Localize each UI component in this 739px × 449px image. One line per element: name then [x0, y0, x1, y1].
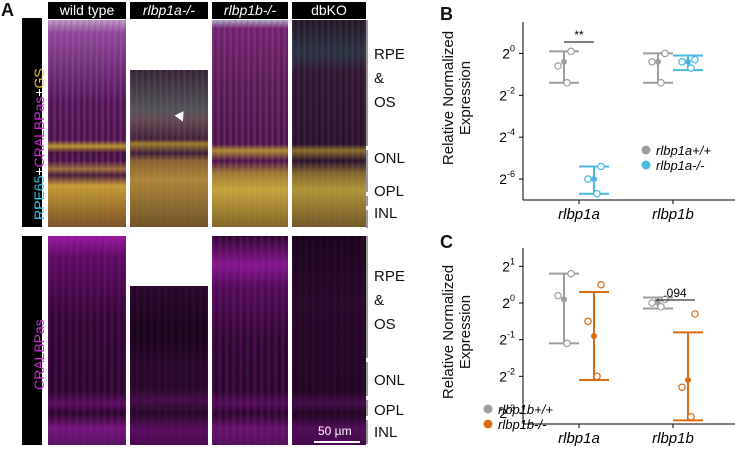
replicate-point	[678, 383, 686, 392]
replicate-point	[554, 62, 562, 70]
layer-onl-top: ONL	[374, 150, 405, 167]
column-label-rlbp1b-ko: rlbp1b-/-	[212, 2, 288, 19]
replicate-point	[648, 57, 656, 66]
x-tick-label-rlbp1b: rlbp1b	[652, 206, 694, 223]
y-tick-label: 21	[502, 256, 515, 274]
micrograph-wt-merged	[48, 20, 126, 227]
mean-point	[685, 377, 691, 383]
layer-os-top: OS	[374, 94, 396, 111]
x-tick-label-rlbp1a: rlbp1a	[558, 430, 600, 447]
significance-label: .094	[663, 286, 687, 300]
layer-os-bottom: OS	[374, 316, 396, 333]
layer-onl-bottom: ONL	[374, 372, 405, 389]
scale-bar	[314, 441, 360, 443]
micrograph-dbko-cralbp	[292, 236, 366, 445]
column-label-dbko: dbKO	[292, 2, 366, 19]
panel-c-letter: C	[440, 232, 453, 252]
micrograph-rlbp1a-cralbp	[130, 286, 208, 445]
replicate-point	[687, 412, 695, 421]
replicate-point	[648, 299, 656, 307]
micrograph-wt-cralbp	[48, 236, 126, 445]
layer-inl-bottom: INL	[374, 424, 398, 441]
replicate-point	[691, 310, 699, 318]
layer-brackets	[366, 20, 368, 444]
panel-c-ylabel: Relative Normalized Expression	[440, 264, 474, 400]
y-tick-label: 2-3	[499, 403, 515, 421]
y-tick-label: 2-4	[499, 127, 515, 145]
mean-point	[561, 58, 567, 65]
replicate-point	[554, 291, 562, 300]
legend-marker	[641, 145, 651, 155]
panel-b-ylabel: Relative Normalized Expression	[440, 30, 474, 166]
y-tick-label: 2-2	[499, 366, 515, 384]
replicate-point	[567, 47, 575, 56]
top-stain-label	[22, 18, 42, 227]
replicate-point	[597, 162, 605, 171]
mean-point	[591, 176, 597, 183]
chart-c: 21 20 2-1 2-2 2-3 rlbp1a rlbp1b .094 rlbp1b+/+rl…	[483, 248, 735, 447]
layer-amp-bottom: &	[374, 292, 385, 309]
replicate-point	[563, 78, 571, 87]
column-label-wild-type: wild type	[48, 2, 126, 19]
bottom-stain-label	[22, 236, 42, 445]
replicate-point	[584, 317, 592, 326]
legend-label: rlbp1b+/+	[498, 402, 553, 417]
legend-label: rlbp1a-/-	[656, 158, 705, 173]
micrograph-rlbp1a-merged	[130, 70, 208, 227]
replicate-point	[687, 64, 695, 72]
panel-b-letter: B	[440, 4, 453, 24]
bottom-stain-label-text: CRALBPas	[31, 319, 47, 390]
legend-label: rlbp1b-/-	[498, 417, 547, 432]
scale-bar-label: 50 µm	[318, 424, 352, 438]
mean-point	[655, 58, 661, 65]
top-stain-label-text: RPE65+CRALBPas+GS	[31, 68, 47, 220]
replicate-point	[593, 372, 601, 381]
replicate-point	[661, 49, 669, 58]
x-tick-label-rlbp1b: rlbp1b	[652, 430, 694, 447]
layer-opl-top: OPL	[374, 183, 405, 200]
legend-label: rlbp1a+/+	[656, 143, 711, 158]
significance-label: **	[574, 28, 584, 42]
replicate-point	[657, 78, 665, 87]
mean-point	[685, 58, 691, 65]
micrograph-dbko-merged	[292, 20, 366, 227]
replicate-point	[567, 269, 575, 278]
x-tick-label-rlbp1a: rlbp1a	[558, 206, 600, 223]
mean-point	[591, 333, 597, 339]
legend-marker	[641, 160, 651, 170]
y-tick-label: 2-2	[499, 85, 515, 103]
replicate-point	[593, 189, 601, 198]
layer-rpe-top: RPE	[374, 46, 405, 63]
legend-marker	[483, 419, 493, 429]
layer-opl-bottom: OPL	[374, 402, 405, 419]
micrograph-rlbp1b-merged	[212, 20, 288, 227]
legend-marker	[483, 404, 493, 414]
replicate-point	[661, 295, 669, 304]
micrograph-rlbp1b-cralbp	[212, 236, 288, 445]
y-tick-label: 20	[502, 293, 515, 311]
y-tick-label: 2-1	[499, 330, 515, 348]
column-label-rlbp1a-ko: rlbp1a-/-	[130, 2, 208, 19]
replicate-point	[691, 55, 699, 64]
y-tick-label: 2-6	[499, 169, 515, 187]
layer-rpe-bottom: RPE	[374, 268, 405, 285]
mean-point	[561, 296, 567, 303]
y-tick-label: 20	[502, 43, 515, 61]
replicate-point	[563, 339, 571, 348]
chart-b: 20 2-2 2-4 2-6 rlbp1a rlbp1b ** rlbp1a+/+rlbp1a…	[499, 22, 735, 223]
replicate-point	[597, 280, 605, 289]
layer-inl-top: INL	[374, 205, 398, 222]
replicate-point	[584, 175, 592, 183]
layer-amp-top: &	[374, 70, 385, 87]
replicate-point	[678, 57, 686, 66]
panel-a-letter: A	[1, 0, 14, 20]
replicate-point	[657, 302, 665, 311]
